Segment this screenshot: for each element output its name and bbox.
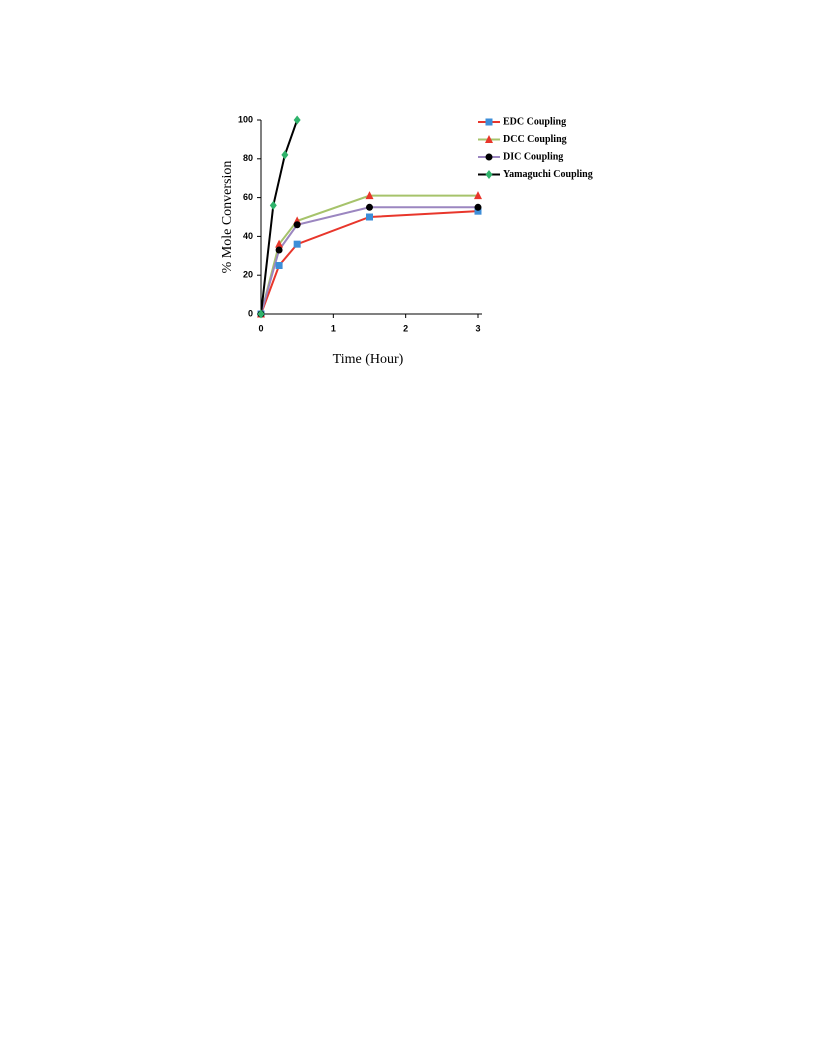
legend-label: DIC Coupling (503, 151, 563, 162)
legend-label: Yamaguchi Coupling (503, 169, 593, 180)
marker (269, 200, 277, 210)
y-axis-label: % Mole Conversion (220, 161, 235, 274)
marker (366, 203, 373, 211)
x-tick-label: 2 (403, 323, 408, 333)
x-axis-label: Time (Hour) (333, 352, 404, 367)
legend-marker (485, 118, 493, 126)
marker (275, 262, 283, 269)
series-line (260, 206, 478, 315)
legend-label: EDC Coupling (503, 116, 566, 127)
y-tick-label: 40 (243, 231, 253, 241)
marker (474, 207, 482, 215)
marker (281, 150, 289, 160)
marker (257, 309, 265, 319)
y-tick-label: 60 (243, 192, 253, 202)
x-tick-label: 1 (331, 323, 336, 333)
marker (474, 203, 482, 211)
marker (293, 115, 301, 125)
marker (275, 239, 284, 248)
x-tick-label: 0 (258, 323, 263, 333)
y-tick-label: 0 (248, 308, 253, 318)
marker (365, 191, 374, 200)
legend-marker (485, 135, 493, 143)
x-tick-label: 3 (475, 323, 480, 333)
y-tick-label: 100 (238, 114, 253, 124)
marker (366, 213, 373, 221)
series-line (260, 119, 299, 315)
y-tick-label: 80 (243, 153, 253, 163)
marker (293, 240, 301, 248)
marker (474, 191, 482, 200)
legend-marker (485, 170, 493, 179)
legend-marker (485, 153, 493, 161)
y-tick-label: 20 (243, 270, 253, 280)
legend-label: DCC Coupling (503, 134, 567, 145)
marker (293, 221, 301, 229)
marker (275, 246, 283, 254)
